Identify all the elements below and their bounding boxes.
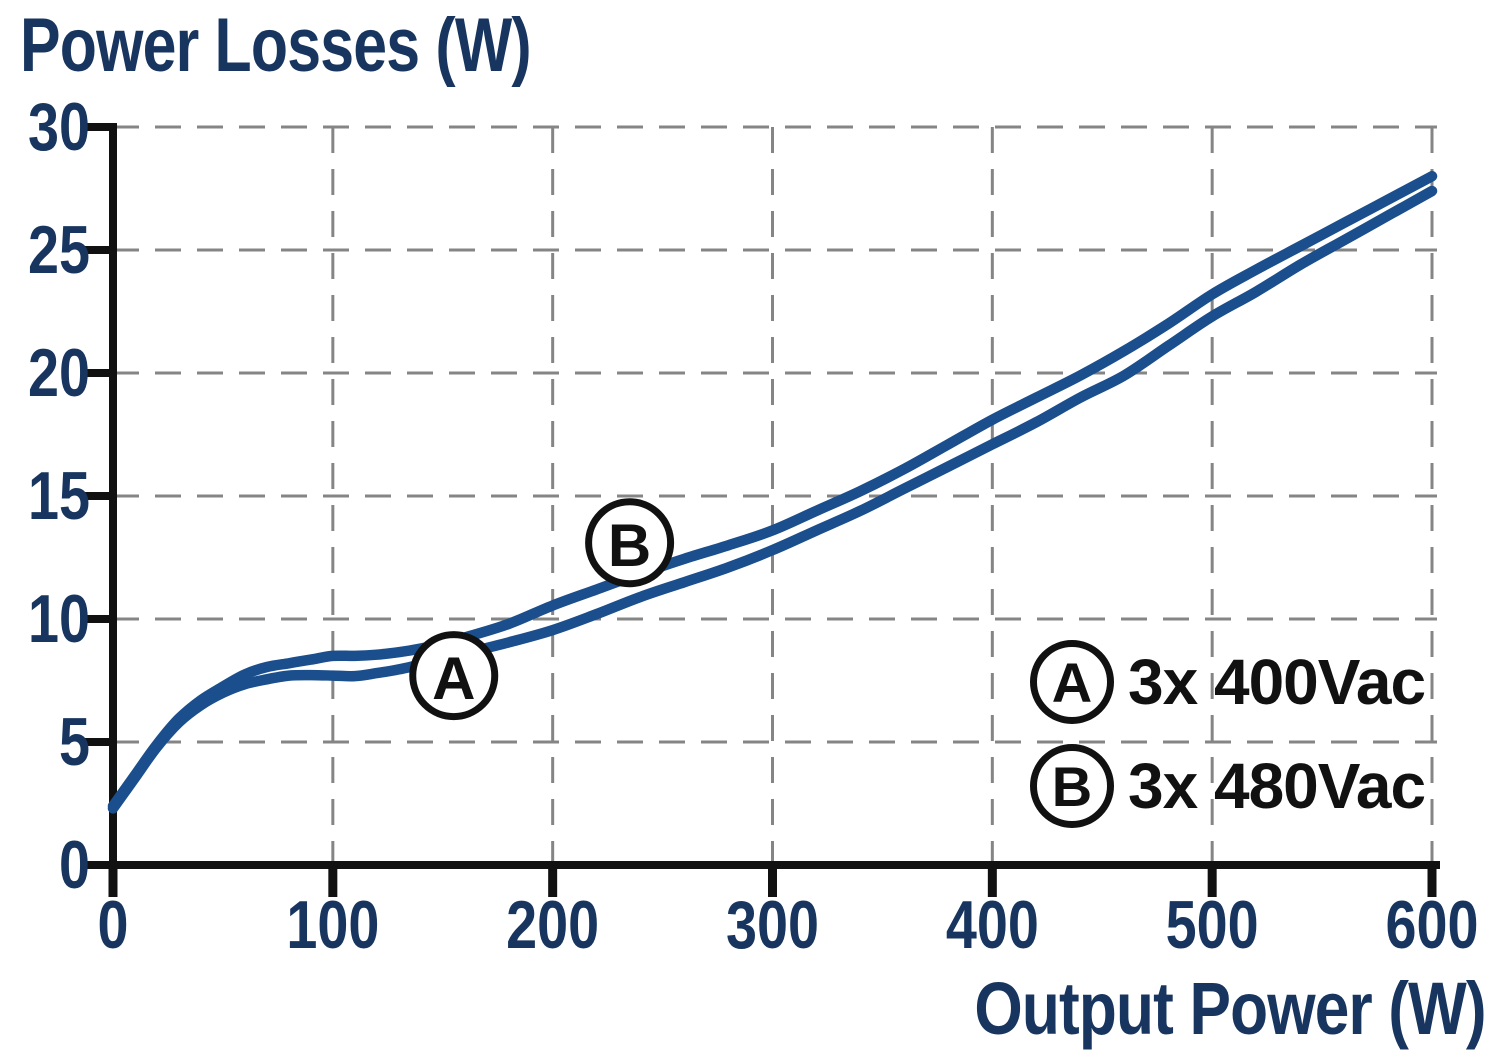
legend-marker-b-icon: B [1030,744,1114,828]
x-axis-tick [548,865,558,897]
curve-b [107,170,1438,812]
y-axis-tick [85,738,113,746]
y-axis-tick [85,615,113,623]
annotation-letter-b: B [608,512,651,579]
x-axis-label: Output Power (W) [974,967,1487,1050]
x-axis-tick [987,865,997,897]
x-tick-label: 0 [98,887,129,963]
x-tick-label: 300 [726,887,819,963]
y-tick-label: 0 [59,827,90,903]
y-axis-tick [85,369,113,377]
x-tick-label: 400 [946,887,1039,963]
legend-label-a: 3x 400Vac [1128,646,1426,718]
x-tick-label: 100 [286,887,379,963]
x-tick-label: 500 [1166,887,1259,963]
x-tick-label: 600 [1386,887,1479,963]
chart-title: Power Losses (W) [20,3,532,88]
legend-marker-b-letter: B [1051,754,1093,818]
x-axis-tick [328,865,338,897]
x-tick-label: 200 [506,887,599,963]
y-tick-label: 25 [28,212,90,288]
y-axis-tick [85,123,113,131]
y-tick-label: 15 [28,458,90,534]
y-tick-label: 20 [28,335,90,411]
legend-marker-a-icon: A [1030,640,1114,724]
legend-marker-a-letter: A [1051,650,1093,714]
x-axis-tick [768,865,777,897]
y-tick-label: 10 [28,581,90,657]
y-tick-label: 30 [28,89,90,165]
y-axis-tick [85,492,113,500]
annotation-circle-b [585,498,675,588]
x-axis-tick [108,865,118,897]
legend-item-b: B 3x 480Vac [1030,744,1426,828]
y-axis-tick [85,246,113,254]
legend-item-a: A 3x 400Vac [1030,640,1426,724]
legend-label-b: 3x 480Vac [1128,750,1426,822]
curve-a [107,185,1438,814]
x-axis-tick [1207,865,1217,897]
annotation-circle-a [409,631,499,721]
y-axis-tick [85,861,113,869]
x-axis-tick [1427,865,1437,897]
y-tick-label: 5 [59,704,90,780]
annotation-letter-a: A [432,645,475,712]
